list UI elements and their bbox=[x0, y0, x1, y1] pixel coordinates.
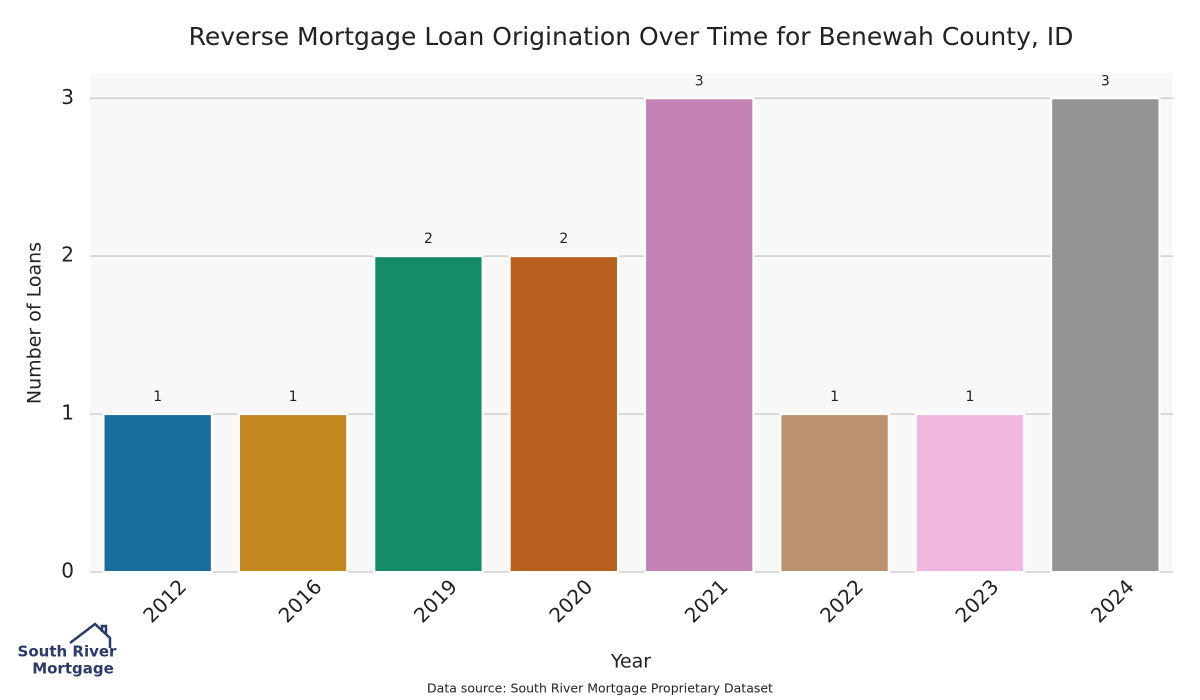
bar bbox=[1050, 97, 1161, 574]
value-label: 3 bbox=[1101, 73, 1110, 89]
x-axis-label: Year bbox=[610, 651, 651, 673]
value-label: 1 bbox=[153, 389, 162, 405]
x-tick-label: 2022 bbox=[815, 574, 868, 627]
value-label: 2 bbox=[424, 231, 433, 247]
bar bbox=[373, 255, 484, 573]
logo-text: Mortgage bbox=[32, 660, 114, 678]
x-tick-label: 2024 bbox=[1086, 574, 1139, 627]
value-label: 3 bbox=[695, 73, 704, 89]
value-label: 1 bbox=[965, 389, 974, 405]
bar bbox=[644, 97, 755, 574]
logo-text: South River bbox=[18, 643, 118, 661]
x-tick-label: 2019 bbox=[409, 574, 462, 627]
bar bbox=[237, 413, 349, 573]
bar bbox=[914, 413, 1026, 573]
y-tick-label: 0 bbox=[61, 559, 74, 583]
logo: South River Mortgage bbox=[18, 622, 118, 678]
x-tick-label: 2020 bbox=[544, 574, 597, 627]
y-tick-label: 2 bbox=[61, 243, 74, 267]
bar bbox=[508, 255, 619, 573]
x-tick-label: 2021 bbox=[680, 574, 733, 627]
source-note: Data source: South River Mortgage Propri… bbox=[427, 681, 773, 696]
bar bbox=[779, 413, 890, 573]
x-tick-label: 2023 bbox=[950, 574, 1003, 627]
value-label: 1 bbox=[289, 389, 298, 405]
x-tick-label: 2012 bbox=[138, 574, 191, 627]
value-label: 2 bbox=[559, 231, 568, 247]
chart-title: Reverse Mortgage Loan Origination Over T… bbox=[189, 22, 1074, 51]
bar bbox=[102, 413, 213, 573]
y-tick-label: 3 bbox=[61, 85, 74, 109]
y-tick-label: 1 bbox=[61, 401, 74, 425]
y-axis-label: Number of Loans bbox=[24, 242, 46, 404]
x-tick-label: 2016 bbox=[274, 574, 327, 627]
value-label: 1 bbox=[830, 389, 839, 405]
logo-house bbox=[69, 622, 112, 648]
